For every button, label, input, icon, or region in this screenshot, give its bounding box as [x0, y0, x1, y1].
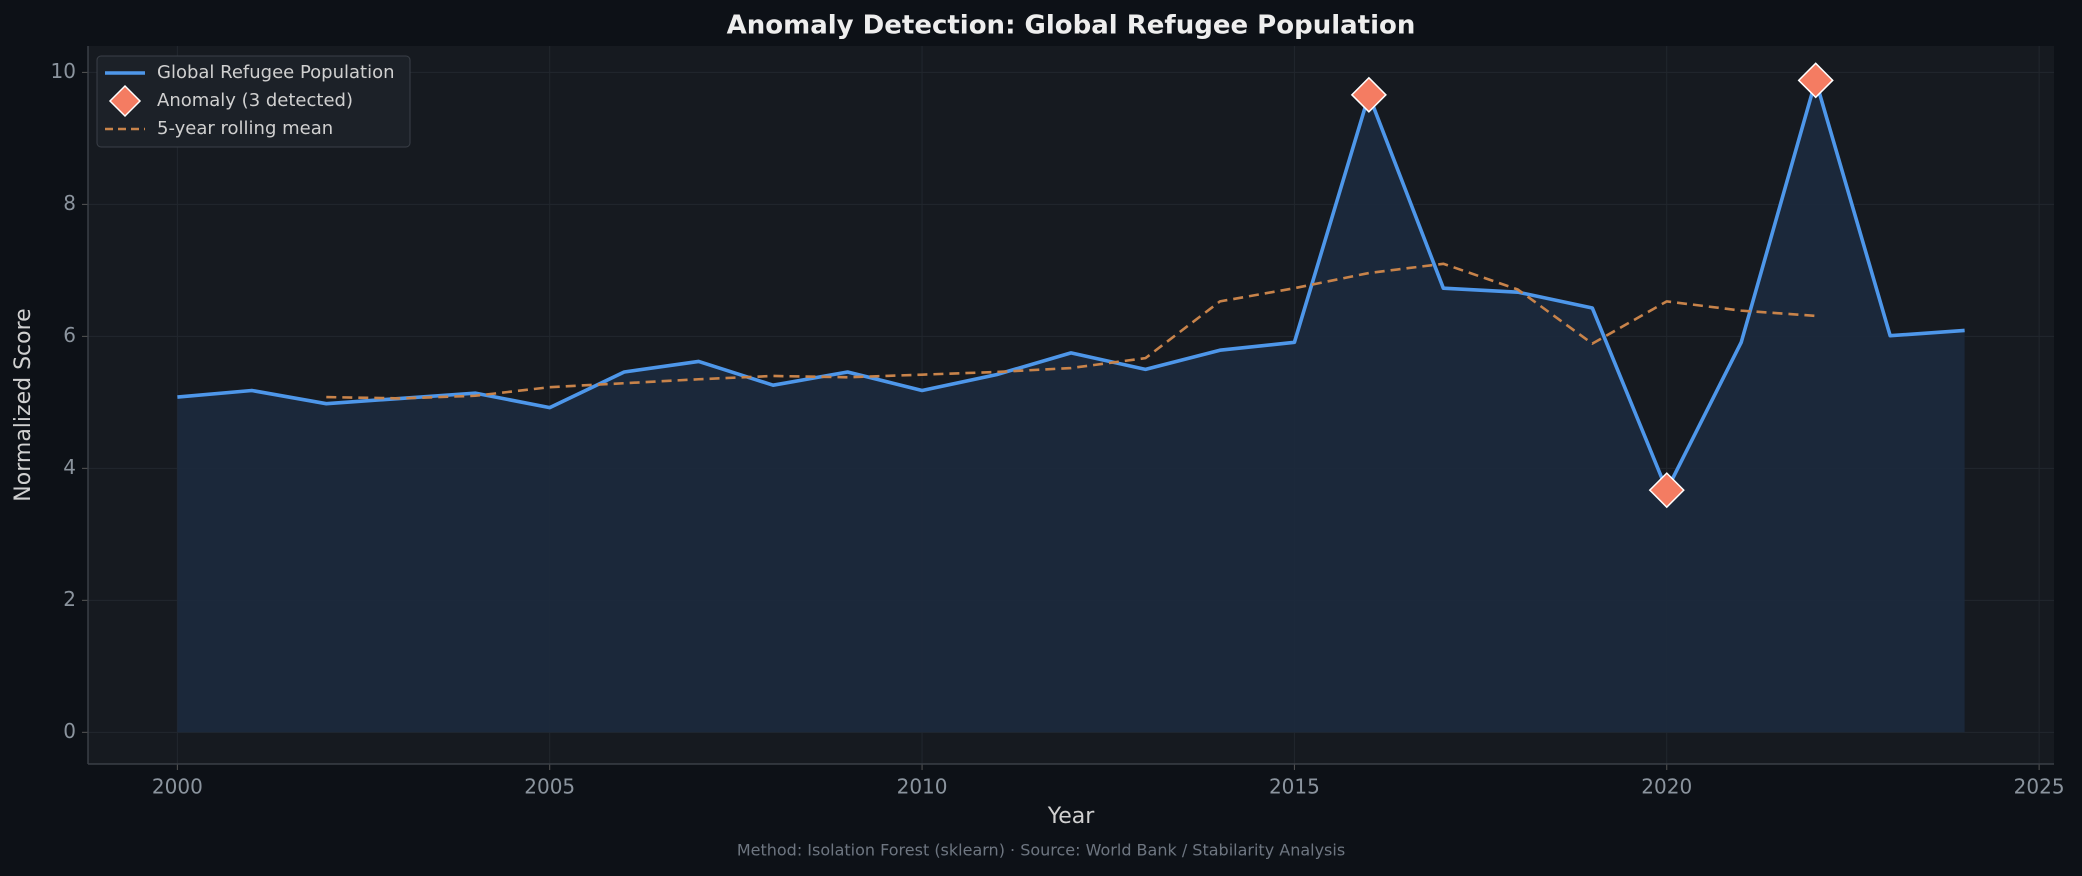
x-axis-label: Year [1047, 804, 1096, 829]
x-tick-label: 2025 [2014, 775, 2065, 799]
anomaly-marker [1797, 62, 1834, 99]
chart-title: Anomaly Detection: Global Refugee Popula… [727, 11, 1416, 41]
area [177, 80, 1965, 733]
legend-box [96, 55, 411, 148]
legend-label: 5-year rolling mean [157, 118, 333, 139]
x-tick-label: 2000 [152, 775, 203, 799]
y-axis-label: Normalized Score [11, 308, 36, 501]
anomaly-marker [1350, 76, 1387, 113]
y-tick-label: 8 [63, 191, 76, 215]
x-tick-label: 2020 [1641, 775, 1692, 799]
footer: Method: Isolation Forest (sklearn) · Sou… [737, 841, 1345, 860]
y-tick-label: 10 [51, 59, 76, 83]
y-tick-label: 6 [63, 323, 76, 347]
y-tick-label: 0 [63, 719, 76, 743]
line [326, 262, 1816, 400]
x-tick-label: 2015 [1269, 775, 1320, 799]
x-tick-label: 2005 [524, 775, 575, 799]
y-tick-label: 4 [63, 455, 76, 479]
y-tick-label: 2 [63, 587, 76, 611]
legend-label: Anomaly (3 detected) [157, 90, 353, 111]
legend-label: Global Refugee Population [157, 62, 395, 83]
x-tick-label: 2010 [897, 775, 948, 799]
anomaly-marker [1648, 472, 1685, 509]
legend-marker [108, 84, 142, 118]
